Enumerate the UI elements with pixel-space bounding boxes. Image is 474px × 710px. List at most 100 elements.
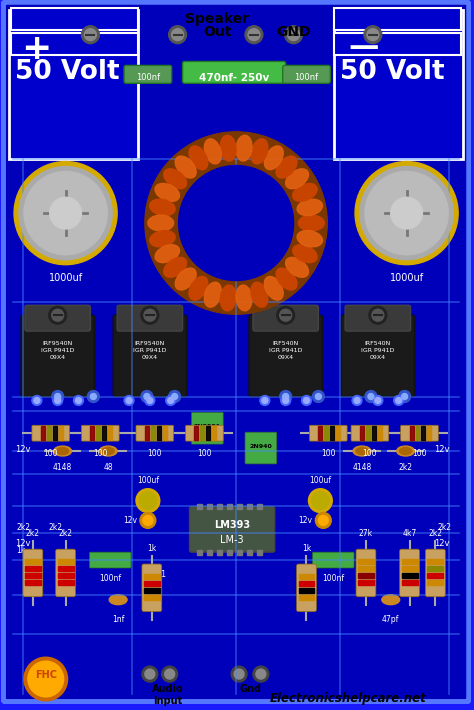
Circle shape xyxy=(280,391,292,403)
FancyBboxPatch shape xyxy=(185,425,223,441)
Text: 1k: 1k xyxy=(16,546,25,555)
Bar xyxy=(358,559,374,564)
Circle shape xyxy=(126,398,132,403)
Bar xyxy=(198,550,202,555)
Circle shape xyxy=(262,398,268,403)
Bar xyxy=(144,574,160,579)
Bar xyxy=(319,426,322,440)
Ellipse shape xyxy=(155,183,180,202)
Ellipse shape xyxy=(251,282,268,307)
Text: IRF9540N
IGR P941D
09X4: IRF9540N IGR P941D 09X4 xyxy=(133,341,166,360)
Bar xyxy=(372,426,376,440)
Text: 1000uf: 1000uf xyxy=(390,273,424,283)
FancyBboxPatch shape xyxy=(310,425,347,441)
Ellipse shape xyxy=(54,446,72,456)
Circle shape xyxy=(55,398,61,403)
FancyBboxPatch shape xyxy=(356,549,376,596)
Circle shape xyxy=(145,132,327,315)
Text: —: — xyxy=(348,32,379,61)
Bar xyxy=(247,550,252,555)
Bar xyxy=(59,426,63,440)
Text: 12v: 12v xyxy=(299,516,312,525)
Circle shape xyxy=(283,398,289,403)
Circle shape xyxy=(355,162,458,265)
Bar xyxy=(58,573,73,578)
Text: 100nf: 100nf xyxy=(294,73,319,82)
Bar xyxy=(247,503,252,508)
Bar xyxy=(58,559,73,564)
Circle shape xyxy=(365,172,448,255)
Bar xyxy=(401,566,418,571)
Ellipse shape xyxy=(189,276,208,300)
Bar xyxy=(299,581,314,586)
Bar xyxy=(358,573,374,578)
Circle shape xyxy=(82,26,100,43)
Circle shape xyxy=(87,391,100,403)
Circle shape xyxy=(169,26,187,43)
Circle shape xyxy=(52,310,64,321)
FancyBboxPatch shape xyxy=(400,549,419,596)
Circle shape xyxy=(399,391,410,403)
Bar xyxy=(217,503,222,508)
Bar xyxy=(212,426,216,440)
FancyBboxPatch shape xyxy=(426,549,445,596)
Bar xyxy=(358,566,374,571)
Circle shape xyxy=(140,513,156,528)
Bar xyxy=(401,559,418,564)
Bar xyxy=(41,426,45,440)
Circle shape xyxy=(303,398,310,403)
Bar xyxy=(108,426,112,440)
Bar xyxy=(336,426,340,440)
FancyBboxPatch shape xyxy=(253,305,319,331)
Circle shape xyxy=(91,393,96,400)
Bar xyxy=(11,33,138,55)
FancyBboxPatch shape xyxy=(341,315,415,396)
Text: 50 Volt: 50 Volt xyxy=(340,60,445,85)
Text: 100: 100 xyxy=(412,449,427,458)
FancyBboxPatch shape xyxy=(113,315,187,396)
Bar xyxy=(401,580,418,585)
Circle shape xyxy=(352,395,362,405)
Bar xyxy=(25,573,41,578)
Circle shape xyxy=(24,172,107,255)
Circle shape xyxy=(396,398,401,403)
Text: IRF540N
IGR P941D
09X4: IRF540N IGR P941D 09X4 xyxy=(269,341,302,360)
FancyBboxPatch shape xyxy=(182,62,286,83)
Text: 100: 100 xyxy=(321,449,336,458)
Bar xyxy=(157,426,161,440)
Ellipse shape xyxy=(286,169,309,189)
Circle shape xyxy=(231,666,247,682)
Ellipse shape xyxy=(251,139,268,164)
Circle shape xyxy=(256,669,266,679)
Text: GND: GND xyxy=(276,25,311,39)
Circle shape xyxy=(315,513,331,528)
Bar xyxy=(334,10,463,158)
Bar xyxy=(217,550,222,555)
Bar xyxy=(227,503,232,508)
Circle shape xyxy=(283,393,289,400)
Text: 1000uf: 1000uf xyxy=(48,273,82,283)
FancyBboxPatch shape xyxy=(245,432,277,464)
Circle shape xyxy=(73,395,83,405)
Ellipse shape xyxy=(276,268,297,290)
Text: 48: 48 xyxy=(103,463,113,472)
FancyBboxPatch shape xyxy=(351,425,389,441)
FancyBboxPatch shape xyxy=(190,506,275,552)
Bar xyxy=(163,426,167,440)
Bar xyxy=(428,559,443,564)
Text: 100nf: 100nf xyxy=(322,574,344,583)
Text: 2k2: 2k2 xyxy=(428,529,442,538)
Circle shape xyxy=(401,393,408,400)
Circle shape xyxy=(315,393,321,400)
Circle shape xyxy=(245,26,263,43)
Circle shape xyxy=(368,393,374,400)
Circle shape xyxy=(281,395,291,405)
Ellipse shape xyxy=(353,446,371,456)
Ellipse shape xyxy=(189,146,208,170)
Ellipse shape xyxy=(109,595,127,605)
Circle shape xyxy=(144,393,150,400)
Circle shape xyxy=(312,391,324,403)
Circle shape xyxy=(172,393,178,400)
Ellipse shape xyxy=(293,183,317,202)
FancyBboxPatch shape xyxy=(23,549,43,596)
